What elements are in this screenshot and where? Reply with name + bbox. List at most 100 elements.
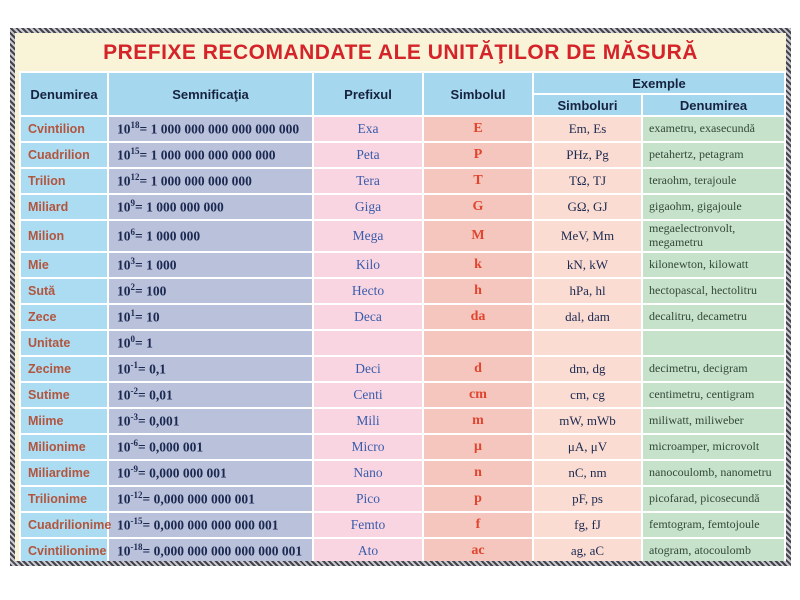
power-value: = 0,000 001 [138,439,204,455]
power-exponent: 9 [130,198,136,209]
cell-semnificatia: 1018= 1 000 000 000 000 000 000 [109,117,312,141]
cell-semnificatia: 10-3= 0,001 [109,408,312,433]
cell-denumirea: Cuadrilionime [21,512,111,537]
cell-denumirea: Cuadrilion [21,143,107,167]
cell-exemple: microamper, microvolt [643,434,785,459]
power-exponent: -6 [130,437,139,448]
cell-simbolul: f [424,512,532,537]
power-exponent: 3 [130,255,136,266]
cell-simbolul: ac [424,538,532,561]
cell-exemple: femtogram, femtojoule [643,512,785,537]
table-row: Milion 106= 1 000 000 Mega M MeV, Mm meg… [21,221,785,251]
power-base: 10 [117,228,131,244]
cell-simbolul: μ [424,434,532,459]
table-body: Cvintilion 1018= 1 000 000 000 000 000 0… [21,117,785,561]
cell-simbolul: cm [424,382,532,407]
cell-prefixul [314,330,422,355]
cell-semnificatia: 106= 1 000 000 [109,221,312,251]
cell-prefixul: Mili [314,408,422,433]
power-value: = 1 000 000 000 000 [139,173,252,189]
table-row: Trilionime 10-12= 0,000 000 000 001 Pico… [21,486,785,511]
cell-semnificatia: 10-6= 0,000 001 [109,434,312,459]
poster-frame: PREFIXE RECOMANDATE ALE UNITĂŢILOR DE MĂ… [10,28,791,566]
power-exponent: 0 [130,333,136,344]
header-prefixul: Prefixul [314,73,422,115]
table-row: Cvintilion 1018= 1 000 000 000 000 000 0… [21,117,785,141]
table-row: Sutime 10-2= 0,01 Centi cm cm, cg centim… [21,382,785,407]
cell-exemple: centimetru, centigram [643,382,785,407]
cell-simboluri: hPa, hl [534,278,641,303]
cell-simbolul: T [424,169,532,193]
power-value: = 0,000 000 000 000 000 001 [142,543,303,559]
header-denumirea: Denumirea [21,73,107,115]
cell-simboluri: kN, kW [534,252,641,277]
power-base: 10 [117,309,131,325]
table-row: Miliard 109= 1 000 000 000 Giga G GΩ, GJ… [21,195,785,219]
cell-semnificatia: 109= 1 000 000 000 [109,195,312,219]
power-value: = 100 [135,283,167,299]
cell-simboluri: dal, dam [534,304,641,329]
power-exponent: 2 [130,281,136,292]
table-header: Denumirea Semnificaţia Prefixul Simbolul… [21,73,785,115]
power-exponent: -3 [130,411,139,422]
header-semnificatia: Semnificaţia [109,73,312,115]
power-exponent: 1 [130,307,136,318]
poster-title: PREFIXE RECOMANDATE ALE UNITĂŢILOR DE MĂ… [103,41,698,64]
cell-denumirea: Miliardime [21,460,107,485]
cell-semnificatia: 1015= 1 000 000 000 000 000 [109,143,312,167]
cell-prefixul: Centi [314,382,422,407]
cell-semnificatia: 1012= 1 000 000 000 000 [109,169,312,193]
cell-exemple: miliwatt, miliweber [643,408,785,433]
cell-denumirea: Milion [21,221,107,251]
table-row: Cuadrilionime 10-15= 0,000 000 000 000 0… [21,512,785,537]
power-exponent: 6 [130,227,136,238]
cell-simbolul: M [424,221,532,251]
cell-simboluri: pF, ps [534,486,641,511]
cell-simboluri: PHz, Pg [534,143,641,167]
power-exponent: 18 [130,120,140,131]
cell-exemple: decimetru, decigram [643,356,785,381]
cell-semnificatia: 10-12= 0,000 000 000 001 [109,486,312,511]
power-value: = 1 000 000 000 000 000 000 [139,121,300,137]
cell-exemple: megaelectronvolt, megametru [643,221,785,251]
cell-exemple: exametru, exasecundă [643,117,785,141]
cell-prefixul: Deci [314,356,422,381]
cell-simbolul: G [424,195,532,219]
power-value: = 10 [135,309,160,325]
table-row: Trilion 1012= 1 000 000 000 000 Tera T T… [21,169,785,193]
power-base: 10 [117,121,131,137]
power-value: = 0,000 000 001 [138,465,227,481]
cell-denumirea: Cvintilion [21,117,107,141]
power-value: = 1 [135,335,153,351]
cell-denumirea: Milionime [21,434,107,459]
power-base: 10 [117,361,131,377]
prefix-table: Denumirea Semnificaţia Prefixul Simbolul… [19,71,786,561]
power-value: = 0,1 [138,361,166,377]
power-value: = 1 000 000 [135,228,201,244]
power-exponent: -1 [130,359,139,370]
header-exemple-denumirea: Denumirea [643,95,785,115]
cell-denumirea: Zecime [21,356,107,381]
cell-exemple: hectopascal, hectolitru [643,278,785,303]
power-base: 10 [117,465,131,481]
cell-simbolul: da [424,304,532,329]
power-value: = 1 000 000 000 [135,199,224,215]
header-exemple: Exemple [534,73,785,93]
cell-prefixul: Mega [314,221,422,251]
table-row: Cuadrilion 1015= 1 000 000 000 000 000 P… [21,143,785,167]
cell-prefixul: Kilo [314,252,422,277]
power-value: = 0,000 000 000 001 [142,491,255,507]
cell-exemple: nanocoulomb, nanometru [643,460,785,485]
cell-denumirea: Mie [21,252,107,277]
table-row: Milionime 10-6= 0,000 001 Micro μ μA, μV… [21,434,785,459]
power-base: 10 [117,283,131,299]
cell-simboluri: Em, Es [534,117,641,141]
cell-semnificatia: 100= 1 [109,330,312,355]
cell-prefixul: Micro [314,434,422,459]
power-exponent: -15 [130,515,143,526]
power-base: 10 [117,543,131,559]
power-value: = 0,000 000 000 000 001 [142,517,279,533]
power-base: 10 [117,199,131,215]
cell-semnificatia: 10-9= 0,000 000 001 [109,460,312,485]
table-row: Unitate 100= 1 [21,330,785,355]
